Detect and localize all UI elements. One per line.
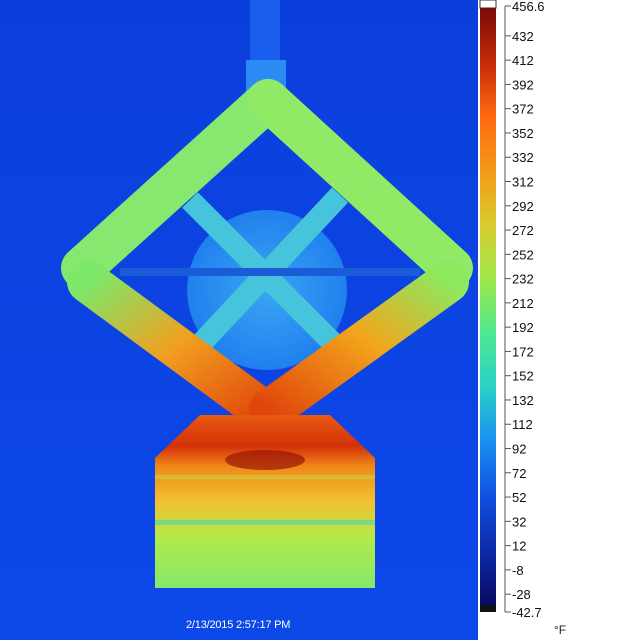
- scale-tick-label: 132: [512, 393, 534, 408]
- timestamp: 2/13/2015 2:57:17 PM: [186, 619, 291, 631]
- scale-tick-label: 412: [512, 53, 534, 68]
- base-block: [155, 415, 375, 588]
- scale-tick-label: -28: [512, 587, 531, 602]
- scale-tick-label: 332: [512, 150, 534, 165]
- scale-tick-label: 152: [512, 369, 534, 384]
- scale-tick-label: 232: [512, 272, 534, 287]
- scale-tick-label: 252: [512, 247, 534, 262]
- diamond-frame: [61, 79, 473, 431]
- scale-tick-label: 32: [512, 514, 526, 529]
- scale-underflow-swatch: [480, 605, 496, 612]
- scale-tick-label: 392: [512, 77, 534, 92]
- scale-max-label: 456.6: [512, 0, 545, 14]
- top-rod: [250, 0, 280, 70]
- scale-min-label: -42.7: [512, 605, 542, 620]
- base-seam: [155, 475, 375, 479]
- scale-tick-label: 292: [512, 199, 534, 214]
- scale-overflow-swatch: [479, 0, 497, 9]
- scale-tick-label: 192: [512, 320, 534, 335]
- thermal-image: [0, 0, 478, 640]
- unit-label: °F: [554, 623, 567, 637]
- temperature-scale: 432 412 392 372 352 332 312 292 272 252 232 212 192 1…: [479, 0, 545, 620]
- hotspot: [225, 450, 305, 470]
- color-bar: [480, 8, 496, 605]
- base-seam: [155, 520, 375, 525]
- scale-tick-label: 92: [512, 442, 526, 457]
- scale-tick-label: 352: [512, 126, 534, 141]
- rail: [120, 268, 420, 276]
- scale-tick-label: 52: [512, 490, 526, 505]
- scale-tick-label: 12: [512, 539, 526, 554]
- scale-tick-label: 172: [512, 344, 534, 359]
- scale-tick-label: 112: [512, 417, 533, 432]
- scale-tick-label: -8: [512, 563, 524, 578]
- scale-tick-label: 432: [512, 29, 534, 44]
- scale-tick-label: 212: [512, 296, 534, 311]
- scale-tick-label: 72: [512, 466, 526, 481]
- scale-tick-label: 312: [512, 175, 534, 190]
- scale-tick-label: 272: [512, 223, 534, 238]
- scale-tick-label: 372: [512, 102, 534, 117]
